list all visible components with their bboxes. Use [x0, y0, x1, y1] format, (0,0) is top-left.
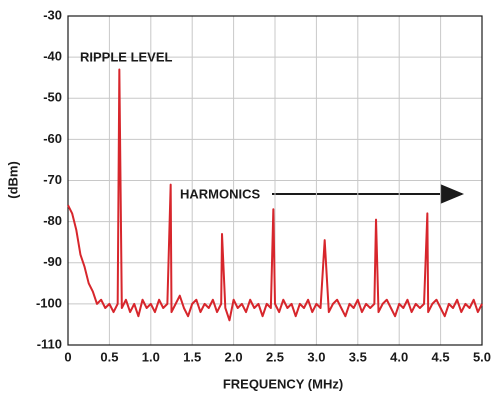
y-axis-label: (dBm)	[5, 161, 20, 199]
plot-frame	[67, 15, 483, 346]
annotation: RIPPLE LEVEL	[80, 49, 173, 64]
x-tick-label: 5.0	[473, 349, 491, 364]
x-tick-label: 3.0	[307, 349, 325, 364]
y-tick-label: -50	[43, 90, 62, 105]
x-tick-label: 2.5	[266, 349, 284, 364]
x-axis-label: FREQUENCY (MHz)	[223, 376, 343, 391]
x-tick-label: 4.0	[390, 349, 408, 364]
y-tick-label: -110	[37, 336, 62, 351]
spectrum-line	[67, 68, 483, 322]
y-tick-label: -30	[43, 7, 62, 22]
y-tick-label: -100	[36, 295, 62, 310]
y-tick-label: -70	[43, 172, 62, 187]
x-tick-label: 2.0	[225, 349, 243, 364]
x-tick-label: 3.5	[349, 349, 367, 364]
x-tick-label: 0	[64, 349, 71, 364]
y-tick-label: -90	[43, 254, 62, 269]
y-tick-label: -40	[43, 49, 62, 64]
y-tick-label: -80	[43, 213, 62, 228]
annotation: HARMONICS	[180, 186, 260, 201]
y-tick-label: -60	[43, 131, 62, 146]
x-tick-label: 1.5	[183, 349, 201, 364]
x-tick-label: 4.5	[432, 349, 450, 364]
x-tick-label: 1.0	[142, 349, 160, 364]
x-tick-label: 0.5	[100, 349, 118, 364]
